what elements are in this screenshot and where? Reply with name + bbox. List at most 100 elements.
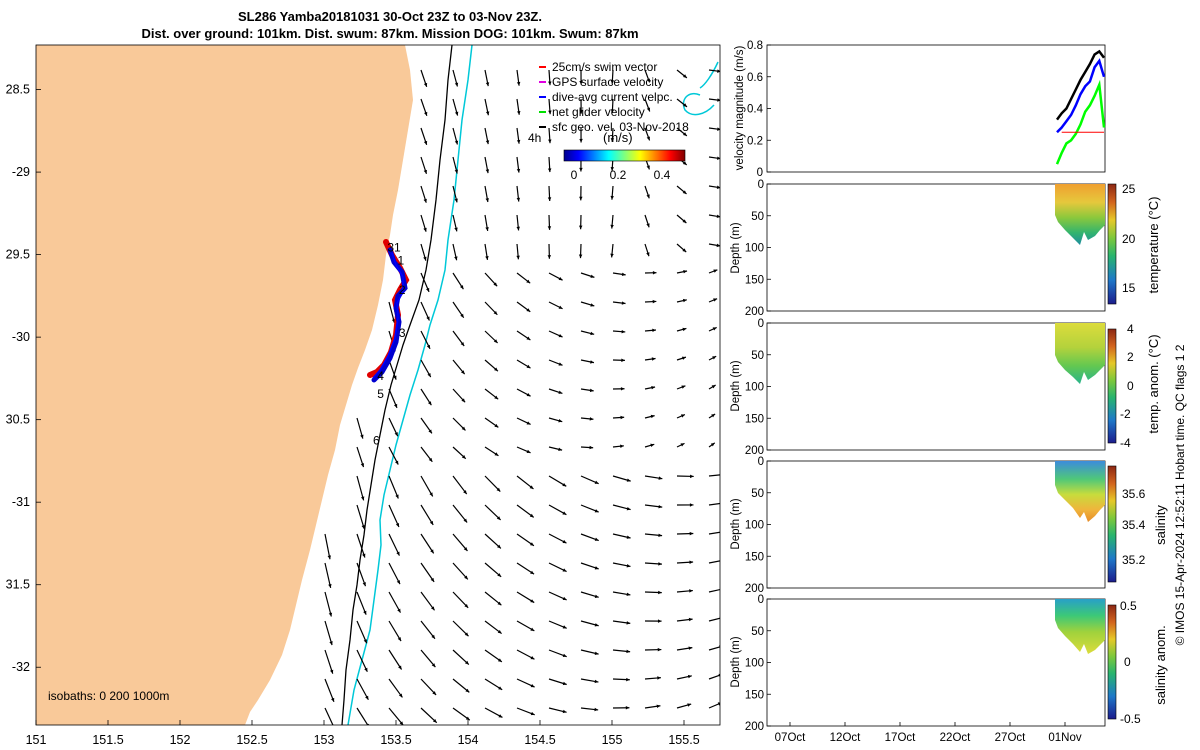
velocity-arrowhead (621, 329, 626, 334)
velocity-arrowhead (620, 387, 625, 391)
velocity-tick-label: 0.2 (747, 135, 763, 147)
velocity-arrowhead (717, 127, 720, 131)
velocity-arrow (452, 475, 468, 495)
velocity-arrowhead (396, 551, 400, 556)
map-x-tick-label: 154 (458, 733, 479, 747)
velocity-arrowhead (652, 299, 657, 304)
velocity-series (1055, 49, 1106, 165)
velocity-arrowhead (562, 482, 567, 487)
velocity-arrow (356, 533, 366, 558)
velocity-arrowhead (594, 594, 599, 598)
velocity-arrowhead (526, 392, 531, 397)
temperature-colorbar-tick-2: 25 (1122, 182, 1136, 196)
velocity-arrowhead (683, 269, 688, 274)
velocity-arrowhead (485, 140, 490, 145)
velocity-arrowhead (680, 443, 685, 447)
velocity-arrowhead (398, 665, 402, 670)
velocity-arrowhead (396, 580, 400, 585)
isobath-200m (341, 45, 453, 725)
velocity-arrowhead (516, 81, 521, 86)
velocity-arrowhead (682, 248, 687, 253)
depth-tick-label: 100 (745, 243, 764, 255)
velocity-arrowhead (626, 649, 631, 654)
velocity-arrowhead (558, 390, 563, 394)
velocity-arrowhead (363, 639, 367, 644)
velocity-arrowhead (497, 544, 501, 549)
velocity-arrowhead (721, 473, 725, 476)
depth-tick-label: 50 (751, 626, 764, 638)
velocity-arrowhead (529, 542, 534, 546)
salinity-depth-label: Depth (m) (730, 498, 742, 549)
depth-tick-label: 150 (745, 689, 764, 701)
velocity-arrowhead (498, 686, 503, 690)
velocity-arrowhead (658, 476, 663, 480)
velocity-arrowhead (423, 169, 428, 174)
velocity-arrowhead (493, 310, 498, 315)
temp-anomaly-colorbar-tick-1: -2 (1120, 407, 1131, 421)
velocity-arrowhead (579, 167, 583, 172)
track-center-line (372, 252, 404, 379)
map-x-tick-label: 155.5 (668, 733, 699, 747)
velocity-arrowhead (578, 225, 583, 230)
velocity-arrow (356, 475, 365, 501)
velocity-tick-label: 0.6 (747, 72, 763, 84)
velocity-arrowhead (646, 107, 651, 112)
velocity-arrowhead (548, 110, 552, 115)
velocity-arrowhead (328, 612, 333, 617)
velocity-arrowhead (720, 559, 724, 562)
velocity-arrowhead (626, 535, 631, 539)
depth-tick-label: 50 (751, 488, 764, 500)
velocity-arrowhead (399, 721, 404, 725)
velocity-arrowhead (431, 663, 436, 668)
velocity-arrowhead (426, 344, 431, 349)
temperature-depth-label: Depth (m) (730, 222, 742, 273)
velocity-arrowhead (710, 442, 715, 447)
velocity-arrow (356, 504, 365, 530)
velocity-arrowhead (463, 518, 468, 523)
velocity-arrow (420, 562, 435, 583)
velocity-arrowhead (610, 224, 614, 229)
velocity-arrow (484, 504, 502, 521)
salinity-colorbar-tick-2: 35.6 (1122, 487, 1146, 501)
velocity-arrowhead (526, 449, 531, 453)
velocity-arrowhead (689, 560, 694, 564)
velocity-arrowhead (626, 592, 631, 597)
map-x-tick-label: 154.5 (524, 733, 555, 747)
velocity-arrowhead (558, 276, 563, 281)
velocity-arrow (388, 533, 400, 556)
velocity-arrowhead (530, 711, 535, 716)
depth-tick-label: 150 (745, 413, 764, 425)
velocity-arrowhead (516, 168, 521, 173)
velocity-arrow (388, 504, 400, 528)
velocity-arrowhead (657, 647, 662, 652)
velocity-arrow (388, 620, 402, 642)
velocity-arrowhead (497, 573, 502, 577)
salinity-colorbar-label: salinity (1153, 505, 1168, 545)
velocity-axes (766, 44, 1106, 173)
depth-tick-label: 150 (745, 551, 764, 563)
legend-geo-label: sfc geo. vel. 03-Nov-2018 (552, 120, 689, 134)
depth-tick-label: 200 (745, 445, 764, 457)
map-y-tick-label: 31.5 (6, 578, 30, 592)
velocity-arrow (388, 649, 403, 670)
velocity-arrowhead (562, 539, 567, 544)
velocity-arrowhead (562, 625, 567, 629)
salinity-anomaly-colorbar-tick-2: 0.5 (1120, 599, 1137, 613)
velocity-arrowhead (562, 596, 567, 601)
velocity-arrowhead (460, 342, 465, 346)
velocity-arrowhead (579, 80, 583, 85)
velocity-arrowhead (329, 669, 334, 674)
time-tick-label: 12Oct (830, 732, 861, 744)
velocity-arrow (356, 707, 369, 725)
velocity-arrow (388, 591, 402, 613)
velocity-arrowhead (682, 74, 687, 78)
velocity-arrowhead (621, 301, 626, 305)
velocity-arrowhead (454, 169, 459, 174)
temp-anomaly-axes (766, 322, 1106, 451)
velocity-arrowhead (558, 362, 563, 366)
velocity-arrowhead (485, 82, 490, 87)
velocity-arrowhead (461, 398, 466, 403)
velocity-arrowhead (594, 707, 599, 712)
velocity-arrowhead (711, 413, 716, 418)
